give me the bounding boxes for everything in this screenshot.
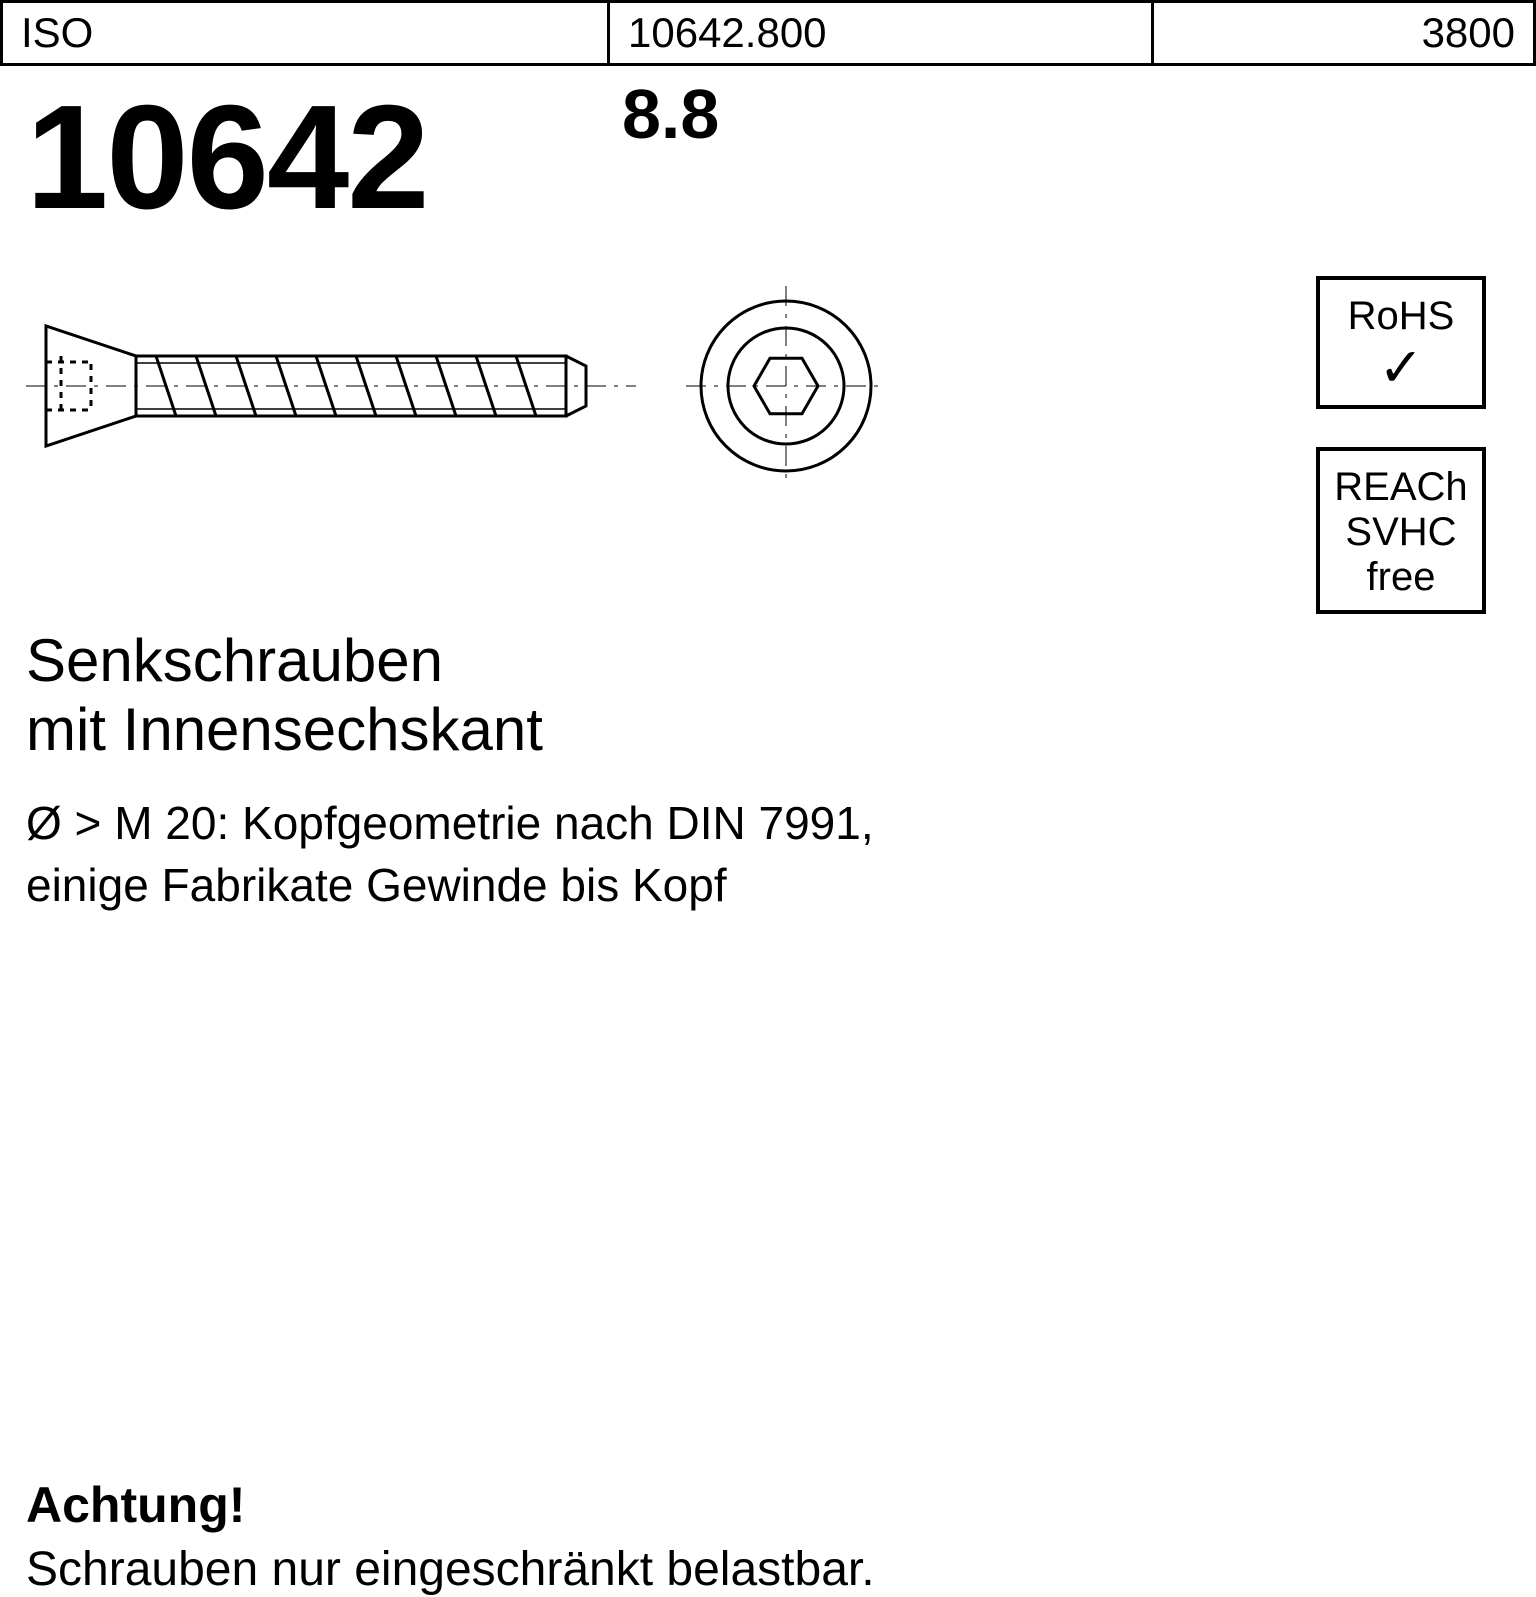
check-icon: ✓	[1330, 341, 1472, 395]
rohs-badge: RoHS ✓	[1316, 276, 1486, 409]
product-name-line1: Senkschrauben	[26, 626, 1126, 695]
description-block: Senkschrauben mit Innensechskant Ø > M 2…	[26, 626, 1126, 916]
reach-line2: SVHC	[1330, 510, 1472, 555]
header-number: 3800	[1154, 3, 1536, 63]
note-line1: Ø > M 20: Kopfgeometrie nach DIN 7991,	[26, 797, 874, 849]
reach-line3: free	[1330, 555, 1472, 600]
warning-title: Achtung!	[26, 1476, 875, 1534]
compliance-badges: RoHS ✓ REACh SVHC free	[1316, 276, 1506, 652]
strength-grade: 8.8	[622, 74, 719, 154]
reach-badge: REACh SVHC free	[1316, 447, 1486, 614]
product-name-line2: mit Innensechskant	[26, 695, 1126, 764]
screw-diagram	[26, 286, 926, 486]
header-row: ISO 10642.800 3800	[0, 0, 1536, 66]
warning-text: Schrauben nur eingeschränkt belastbar.	[26, 1542, 875, 1597]
warning-block: Achtung! Schrauben nur eingeschränkt bel…	[26, 1476, 875, 1597]
rohs-label: RoHS	[1330, 294, 1472, 339]
header-code: 10642.800	[610, 3, 1154, 63]
standard-number: 10642	[26, 84, 428, 232]
datasheet-page: ISO 10642.800 3800 10642 8.8	[0, 0, 1536, 1536]
header-standard-org: ISO	[0, 3, 610, 63]
reach-line1: REACh	[1330, 465, 1472, 510]
note-line2: einige Fabrikate Gewinde bis Kopf	[26, 859, 727, 911]
product-note: Ø > M 20: Kopfgeometrie nach DIN 7991, e…	[26, 792, 1126, 916]
